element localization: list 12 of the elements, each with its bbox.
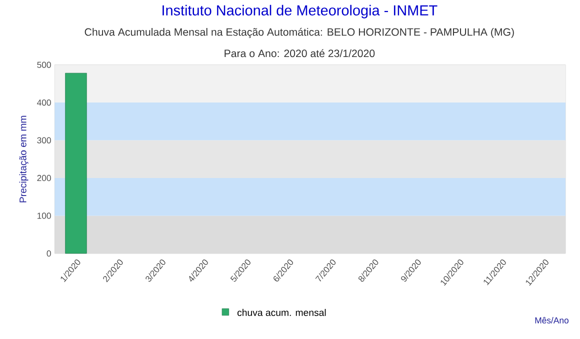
chart-title: Instituto Nacional de Meteorologia - INMET	[162, 5, 438, 19]
y-tick-label: 0	[46, 250, 51, 257]
y-tick-label: 200	[37, 175, 51, 182]
chart-subtitle: Chuva Acumulada Mensal na Estação Automática: BELO HORIZONTE - PAMPULHA (MG)	[84, 28, 514, 38]
y-tick-label: 100	[37, 212, 51, 220]
text: Para o Ano: 2020 até 23/1/2020	[224, 49, 375, 58]
y-tick-label: 400	[37, 100, 51, 106]
y-tick-label: 300	[37, 137, 51, 144]
y-axis-title: Precipitação em mm	[19, 116, 28, 202]
legend-label: chuva acum. mensal	[237, 309, 326, 316]
y-tick-label: 500	[37, 62, 51, 68]
x-axis-title: Mês/Ano	[535, 317, 568, 324]
